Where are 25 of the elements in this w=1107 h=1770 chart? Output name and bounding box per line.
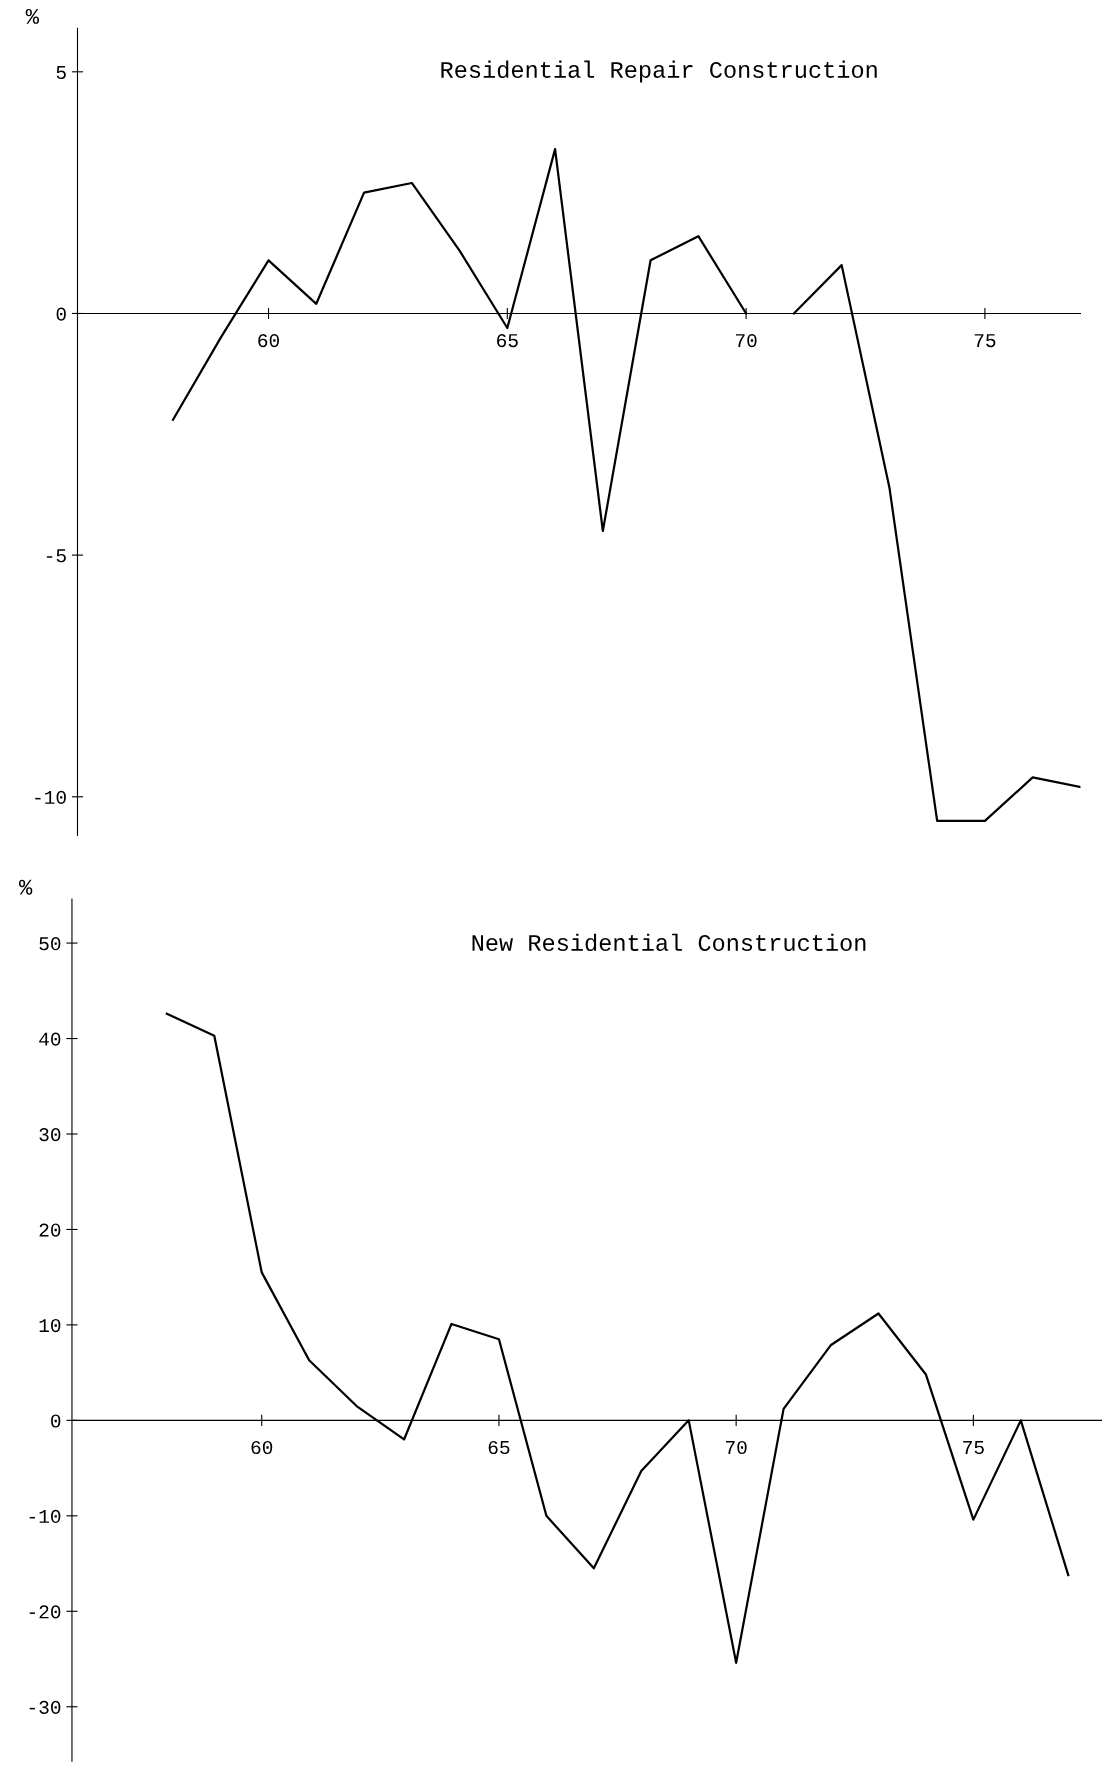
y-tick-label: -20	[29, 1605, 61, 1619]
x-tick-label: 75	[974, 334, 996, 348]
y-tick-label: 10	[39, 1318, 61, 1333]
y-tick-label: 20	[39, 1223, 61, 1237]
x-tick-label: 70	[725, 1440, 747, 1455]
y-tick-label: 0	[56, 307, 66, 321]
y-tick-label: -5	[46, 549, 66, 563]
y-tick-label: -10	[29, 1509, 61, 1524]
x-tick-label: 60	[251, 1440, 273, 1455]
x-tick-label: 60	[258, 334, 279, 348]
x-tick-label: 65	[488, 1440, 510, 1455]
x-tick-label: 75	[963, 1441, 984, 1455]
y-axis-title: %	[25, 8, 40, 24]
y-tick-label: 40	[39, 1032, 61, 1046]
y-tick-label: 0	[51, 1414, 61, 1428]
y-tick-label: 50	[39, 937, 61, 951]
text: New Residential Construction	[472, 933, 866, 952]
y-tick-label: -10	[35, 790, 66, 805]
text: Residential Repair Construction	[441, 60, 877, 83]
x-tick-label: 70	[735, 334, 757, 348]
y-tick-label: -30	[29, 1700, 61, 1714]
y-tick-label: 5	[56, 66, 66, 80]
y-tick-label: 30	[39, 1128, 61, 1142]
y-axis-title: %	[18, 879, 33, 895]
x-tick-label: 65	[497, 334, 518, 348]
